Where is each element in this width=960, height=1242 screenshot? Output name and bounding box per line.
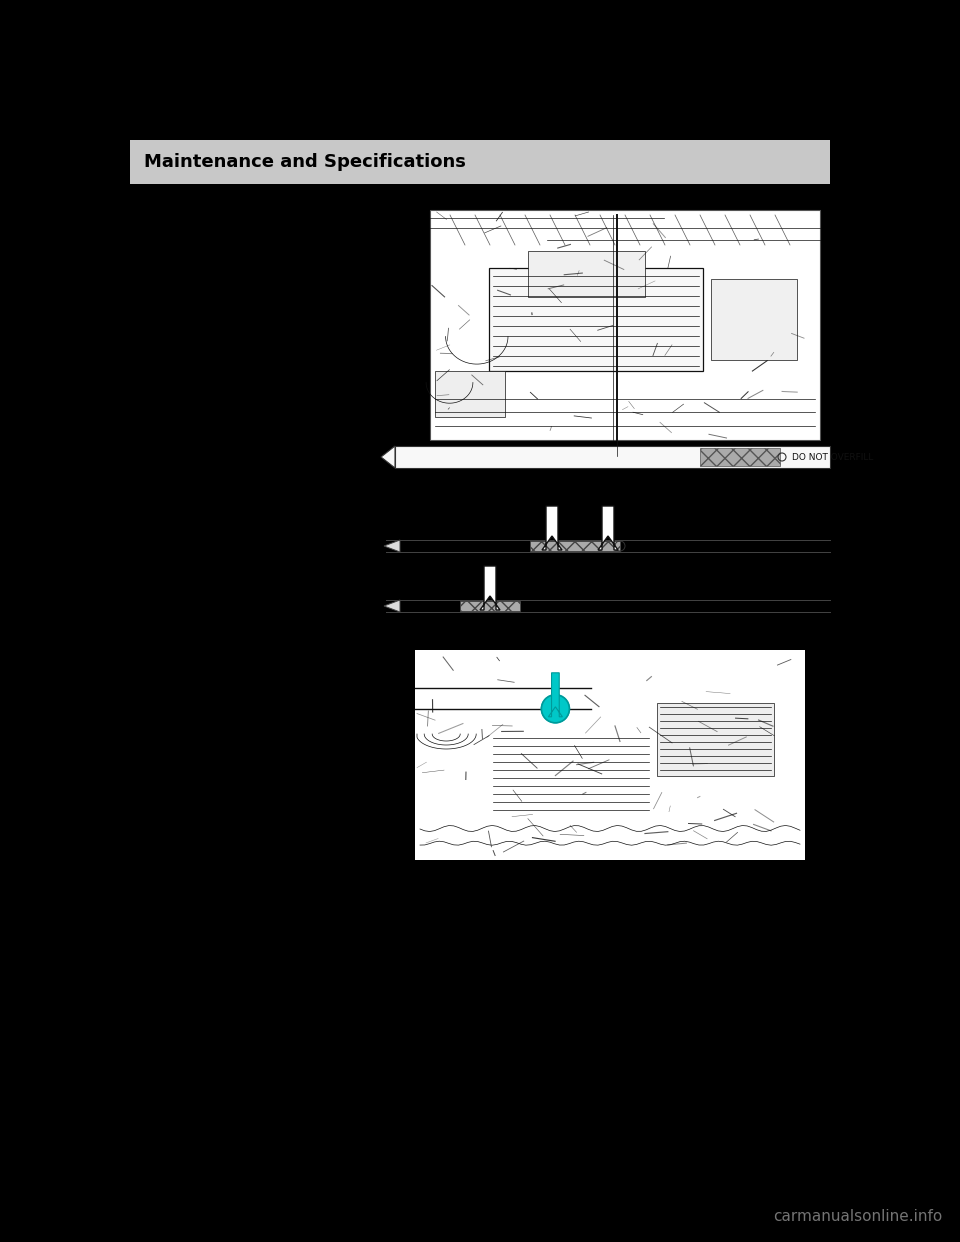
FancyBboxPatch shape xyxy=(489,267,703,371)
FancyBboxPatch shape xyxy=(530,542,620,551)
FancyBboxPatch shape xyxy=(710,279,797,359)
Polygon shape xyxy=(542,505,562,550)
Polygon shape xyxy=(548,673,563,717)
FancyBboxPatch shape xyxy=(657,703,774,776)
Text: Maintenance and Specifications: Maintenance and Specifications xyxy=(144,153,466,171)
FancyBboxPatch shape xyxy=(415,650,805,859)
Circle shape xyxy=(541,694,569,723)
FancyBboxPatch shape xyxy=(395,446,830,468)
FancyBboxPatch shape xyxy=(460,601,520,611)
FancyBboxPatch shape xyxy=(527,251,644,297)
FancyBboxPatch shape xyxy=(700,448,780,466)
FancyBboxPatch shape xyxy=(130,140,830,184)
Text: carmanualsonline.info: carmanualsonline.info xyxy=(773,1208,942,1225)
Polygon shape xyxy=(480,566,500,610)
Polygon shape xyxy=(381,446,395,468)
Polygon shape xyxy=(384,540,400,551)
Polygon shape xyxy=(598,505,618,550)
FancyBboxPatch shape xyxy=(435,371,505,417)
FancyBboxPatch shape xyxy=(430,210,820,440)
Polygon shape xyxy=(384,600,400,612)
Text: DO NOT OVERFILL: DO NOT OVERFILL xyxy=(792,452,874,462)
